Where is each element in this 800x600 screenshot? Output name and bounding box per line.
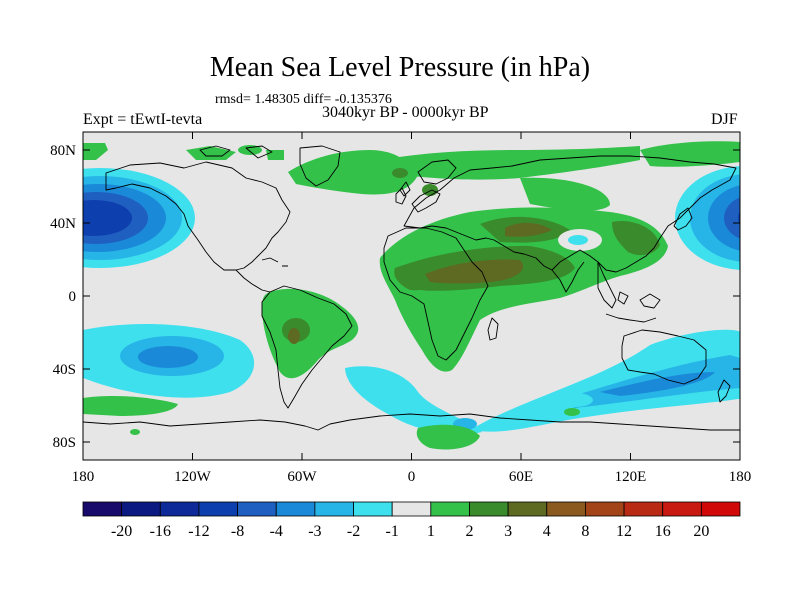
colorbar-label: 20 — [693, 523, 709, 540]
longitude-axis — [82, 132, 741, 460]
anomaly-fields — [83, 141, 740, 450]
coast-indonesia — [605, 291, 661, 323]
lon-label: 120E — [615, 469, 647, 485]
colorbar-label: 12 — [616, 523, 632, 540]
south-america-anomaly — [262, 288, 359, 379]
south-indian-ocean-anomaly — [470, 329, 740, 432]
lat-label: 0 — [69, 289, 77, 305]
lat-label: 80S — [53, 435, 76, 451]
colorbar-swatch — [353, 501, 393, 517]
period-label: 3040kyr BP - 0000kyr BP — [322, 104, 489, 121]
colorbar-swatch — [585, 501, 625, 517]
coast-caribbean — [261, 257, 288, 267]
coast-north-america — [105, 161, 291, 271]
coast-south-america — [261, 285, 353, 409]
colorbar-label: -1 — [386, 523, 399, 540]
colorbar-swatch — [391, 501, 432, 517]
lon-label: 180 — [729, 469, 752, 485]
lat-label: 40N — [50, 216, 76, 232]
colorbar-label: 4 — [543, 523, 551, 540]
coast-new-zealand — [717, 379, 731, 403]
colorbar-label: -3 — [308, 523, 321, 540]
lon-label: 60W — [287, 469, 317, 485]
coastlines — [83, 145, 740, 431]
rmsd-diff-stats: rmsd= 1.48305 diff= -0.135376 — [215, 92, 392, 107]
map-title: Mean Sea Level Pressure (in hPa) — [209, 52, 591, 83]
coast-europe-detail — [399, 181, 441, 213]
colorbar-swatch — [700, 501, 741, 517]
colorbar-swatch — [430, 501, 470, 517]
eurasia-africa-anomaly — [379, 207, 668, 372]
coast-eurasia — [403, 155, 737, 273]
colorbar-swatch — [662, 501, 702, 517]
colorbar-label: 1 — [427, 523, 435, 540]
colorbar-label: -20 — [111, 523, 132, 540]
colorbar-label: -2 — [347, 523, 360, 540]
colorbar-swatch — [198, 501, 238, 517]
latitude-axis — [83, 149, 740, 443]
colorbar-label: 8 — [581, 523, 589, 540]
colorbar-swatch — [121, 501, 161, 517]
colorbar-swatch — [314, 501, 354, 517]
lon-label: 180 — [72, 469, 95, 485]
colorbar-swatch — [82, 501, 123, 517]
lat-label: 40S — [53, 362, 76, 378]
colorbar-label: 3 — [504, 523, 512, 540]
lon-label: 60E — [509, 469, 533, 485]
colorbar-swatch — [159, 501, 200, 517]
colorbar: -20 -16 -12 -8 -4 -3 -2 -1 1 2 3 4 8 12 16 20 — [82, 501, 741, 540]
coast-madagascar — [487, 317, 499, 341]
colorbar-label: 16 — [655, 523, 671, 540]
coast-australia — [621, 329, 707, 385]
colorbar-label: 2 — [465, 523, 473, 540]
colorbar-swatch — [623, 501, 664, 517]
coast-canadian-arctic — [199, 145, 273, 159]
coast-greenland — [299, 145, 341, 187]
colorbar-swatch — [546, 501, 586, 517]
lon-label: 120W — [174, 469, 212, 485]
lat-label: 80N — [50, 143, 76, 159]
coast-africa — [383, 227, 489, 361]
colorbar-label: -4 — [270, 523, 283, 540]
coast-uk — [395, 187, 407, 205]
colorbar-label: -16 — [150, 523, 171, 540]
coast-indochina — [597, 261, 617, 309]
southern-ocean-anomaly — [83, 396, 580, 450]
colorbar-swatch — [237, 501, 277, 517]
north-pacific-anomaly — [83, 166, 740, 270]
lon-label: 0 — [408, 469, 416, 485]
colorbar-swatch — [275, 501, 316, 517]
colorbar-swatch — [507, 501, 548, 517]
coast-central-america — [235, 269, 271, 293]
experiment-label: Expt = tEwtI-tevta — [83, 111, 203, 128]
coast-antarctica — [83, 413, 740, 431]
coast-japan — [673, 207, 693, 231]
coast-scandinavia — [417, 159, 457, 185]
north-atlantic-arctic-anomaly — [83, 141, 740, 211]
colorbar-label: -12 — [188, 523, 209, 540]
season-label: DJF — [711, 111, 738, 128]
south-pacific-anomaly — [83, 324, 255, 398]
coast-india — [551, 261, 585, 293]
colorbar-swatch — [469, 501, 509, 517]
colorbar-label: -8 — [231, 523, 244, 540]
